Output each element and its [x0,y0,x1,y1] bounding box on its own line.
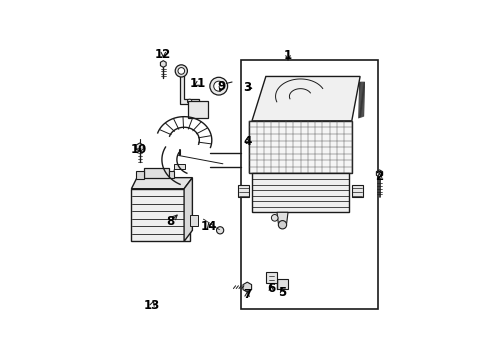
Polygon shape [238,185,249,197]
Polygon shape [243,282,251,292]
Text: 11: 11 [189,77,205,90]
Circle shape [278,221,286,229]
Text: 12: 12 [155,48,171,61]
Circle shape [213,81,224,91]
Polygon shape [251,76,359,121]
Circle shape [175,65,187,77]
Text: 6: 6 [267,282,275,295]
Text: 9: 9 [217,80,225,93]
Polygon shape [351,185,362,197]
Text: 1: 1 [284,49,291,62]
Polygon shape [131,177,192,189]
Circle shape [187,99,191,104]
Circle shape [271,215,278,221]
Text: 5: 5 [278,286,286,299]
Bar [241,60,377,309]
Text: 14: 14 [201,220,217,233]
Text: 7: 7 [243,288,251,301]
Text: 13: 13 [144,299,160,312]
Polygon shape [135,171,143,179]
Bar [188,102,207,118]
Text: 8: 8 [166,216,174,229]
Polygon shape [180,71,199,104]
Circle shape [216,227,224,234]
Text: 10: 10 [130,143,146,157]
Polygon shape [160,61,166,67]
Bar [131,189,189,242]
Circle shape [178,68,184,74]
Polygon shape [265,272,276,283]
Bar [276,279,287,288]
Polygon shape [174,164,185,169]
Polygon shape [189,215,198,226]
Text: 3: 3 [243,81,250,94]
Polygon shape [136,143,143,151]
Text: 2: 2 [375,170,383,183]
Bar [251,174,348,212]
Polygon shape [376,170,382,177]
Polygon shape [276,212,287,223]
Polygon shape [143,168,168,177]
Circle shape [209,77,227,95]
Polygon shape [168,171,174,177]
Polygon shape [183,177,192,242]
Text: 4: 4 [243,135,251,148]
Bar [249,121,351,174]
